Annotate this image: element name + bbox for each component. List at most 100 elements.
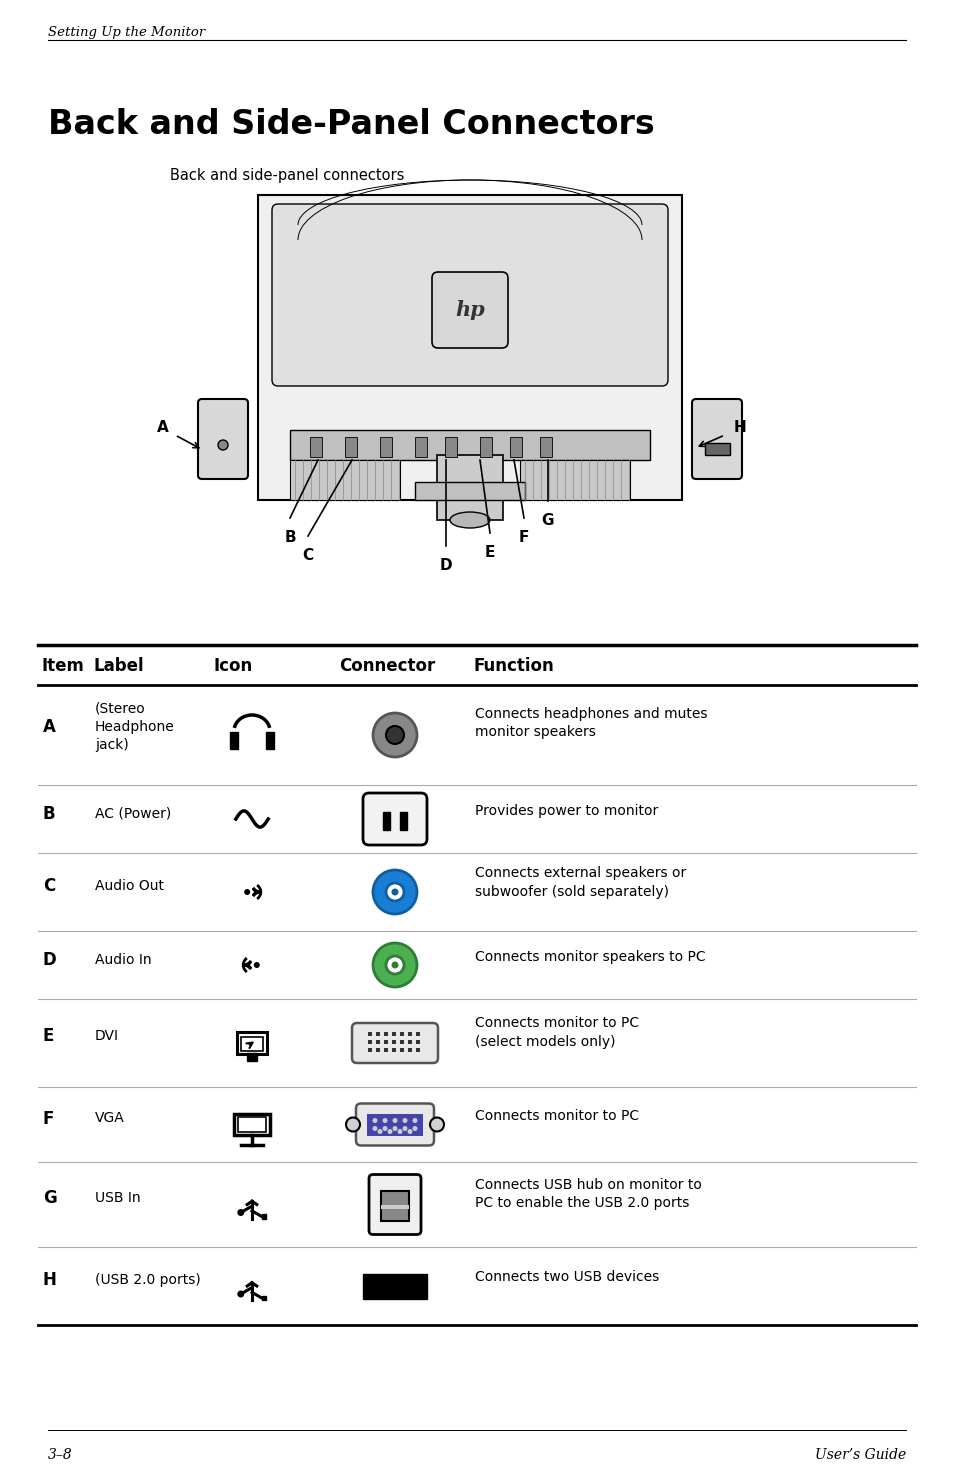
Bar xyxy=(238,1117,265,1131)
Text: Audio In: Audio In xyxy=(95,953,152,966)
Circle shape xyxy=(382,1118,387,1122)
Text: VGA: VGA xyxy=(95,1112,125,1125)
Circle shape xyxy=(373,870,416,914)
Bar xyxy=(436,454,502,521)
Text: D: D xyxy=(43,950,56,969)
Bar xyxy=(379,437,392,457)
Text: Setting Up the Monitor: Setting Up the Monitor xyxy=(48,27,205,38)
FancyBboxPatch shape xyxy=(355,1103,434,1146)
Text: G: G xyxy=(43,1189,56,1207)
Circle shape xyxy=(237,1210,244,1215)
Circle shape xyxy=(237,1291,244,1298)
FancyBboxPatch shape xyxy=(432,271,507,348)
Text: Back and side-panel connectors: Back and side-panel connectors xyxy=(170,168,404,183)
Bar xyxy=(384,1040,388,1044)
Text: Connector: Connector xyxy=(338,656,435,676)
Bar xyxy=(367,1114,422,1136)
Text: Connects headphones and mutes
monitor speakers: Connects headphones and mutes monitor sp… xyxy=(475,707,707,739)
Bar xyxy=(399,1032,403,1035)
Text: Back and Side-Panel Connectors: Back and Side-Panel Connectors xyxy=(48,108,654,142)
Circle shape xyxy=(402,1118,407,1122)
FancyBboxPatch shape xyxy=(352,1024,437,1063)
Bar xyxy=(240,1037,263,1052)
Circle shape xyxy=(391,962,398,969)
Bar xyxy=(399,1049,403,1052)
Circle shape xyxy=(392,1118,397,1122)
Text: H: H xyxy=(43,1271,57,1289)
Bar xyxy=(384,1032,388,1035)
Bar xyxy=(408,1040,412,1044)
Bar xyxy=(384,1049,388,1052)
Circle shape xyxy=(377,1128,382,1134)
Bar xyxy=(479,437,492,457)
Circle shape xyxy=(392,1125,397,1131)
Bar xyxy=(399,813,407,830)
Text: F: F xyxy=(43,1109,54,1127)
Text: Connects monitor to PC: Connects monitor to PC xyxy=(475,1109,639,1122)
Bar xyxy=(368,1040,372,1044)
Circle shape xyxy=(373,712,416,757)
Ellipse shape xyxy=(450,512,490,528)
Bar xyxy=(416,1040,419,1044)
Text: Connects external speakers or
subwoofer (sold separately): Connects external speakers or subwoofer … xyxy=(475,866,685,898)
Bar xyxy=(345,437,356,457)
Circle shape xyxy=(372,1125,377,1131)
Text: Connects monitor speakers to PC: Connects monitor speakers to PC xyxy=(475,950,705,963)
Text: Function: Function xyxy=(474,656,554,676)
Bar xyxy=(392,1032,395,1035)
Bar xyxy=(236,1032,267,1055)
Text: Icon: Icon xyxy=(213,656,253,676)
Text: Item: Item xyxy=(42,656,85,676)
Bar xyxy=(704,442,729,454)
Bar xyxy=(290,431,649,460)
Circle shape xyxy=(412,1118,417,1122)
Bar xyxy=(444,437,456,457)
Bar xyxy=(234,1114,270,1134)
Circle shape xyxy=(386,956,403,974)
Bar xyxy=(290,460,399,500)
Text: Connects USB hub on monitor to
PC to enable the USB 2.0 ports: Connects USB hub on monitor to PC to ena… xyxy=(475,1179,701,1211)
Bar xyxy=(380,1190,409,1220)
Bar xyxy=(257,195,681,500)
Circle shape xyxy=(387,1128,392,1134)
Text: C: C xyxy=(43,876,55,895)
Circle shape xyxy=(430,1118,443,1131)
Text: G: G xyxy=(541,513,554,528)
Bar xyxy=(399,1040,403,1044)
Circle shape xyxy=(407,1128,412,1134)
Circle shape xyxy=(373,943,416,987)
Bar xyxy=(408,1032,412,1035)
Bar xyxy=(247,1053,256,1061)
Text: B: B xyxy=(284,530,295,544)
Bar xyxy=(539,437,552,457)
Text: User’s Guide: User’s Guide xyxy=(814,1448,905,1462)
Bar xyxy=(363,1274,427,1299)
Bar xyxy=(382,813,390,830)
Bar xyxy=(368,1049,372,1052)
FancyBboxPatch shape xyxy=(272,204,667,386)
Bar xyxy=(392,1049,395,1052)
Circle shape xyxy=(382,1125,387,1131)
Text: C: C xyxy=(302,549,314,563)
Circle shape xyxy=(244,889,250,895)
Circle shape xyxy=(397,1128,402,1134)
Text: Provides power to monitor: Provides power to monitor xyxy=(475,804,658,817)
Text: 3–8: 3–8 xyxy=(48,1448,72,1462)
Text: E: E xyxy=(484,544,495,560)
Text: F: F xyxy=(518,530,529,544)
FancyBboxPatch shape xyxy=(369,1174,420,1235)
Circle shape xyxy=(346,1118,359,1131)
Circle shape xyxy=(402,1125,407,1131)
Bar xyxy=(510,437,521,457)
Text: USB In: USB In xyxy=(95,1190,140,1205)
Bar xyxy=(416,1032,419,1035)
Circle shape xyxy=(372,1118,377,1122)
Text: Connects two USB devices: Connects two USB devices xyxy=(475,1270,659,1283)
Bar xyxy=(408,1049,412,1052)
Text: A: A xyxy=(157,420,169,435)
Text: H: H xyxy=(733,420,745,435)
Text: B: B xyxy=(43,804,55,823)
Text: E: E xyxy=(43,1027,54,1044)
Text: hp: hp xyxy=(455,299,484,320)
Circle shape xyxy=(391,888,398,895)
